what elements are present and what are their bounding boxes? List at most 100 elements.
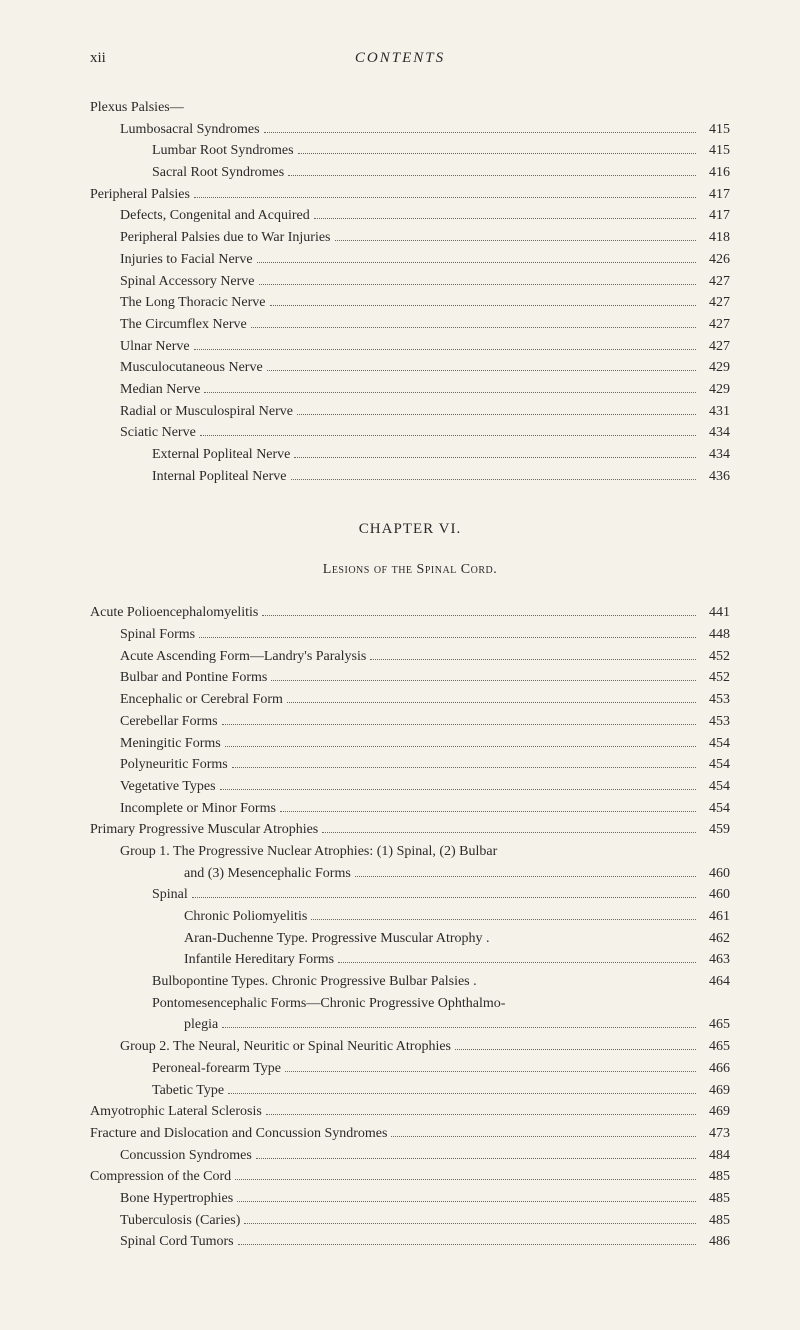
toc-page-number: 460 xyxy=(700,863,730,885)
toc-leader-dots xyxy=(297,414,696,415)
toc-leader-dots xyxy=(391,1136,696,1137)
toc-line: Lumbar Root Syndromes415 xyxy=(90,140,730,162)
toc-page-number: 434 xyxy=(700,422,730,444)
toc-leader-dots xyxy=(200,435,696,436)
toc-page-number: 464 xyxy=(700,971,730,993)
toc-line: Spinal Accessory Nerve427 xyxy=(90,271,730,293)
toc-page-number: 427 xyxy=(700,292,730,314)
toc-leader-dots xyxy=(294,457,696,458)
toc-label: Acute Ascending Form—Landry's Paralysis xyxy=(120,646,366,668)
toc-line: Incomplete or Minor Forms454 xyxy=(90,798,730,820)
toc-page-number: 436 xyxy=(700,466,730,488)
toc-page-number: 485 xyxy=(700,1210,730,1232)
toc-line: Aran-Duchenne Type. Progressive Muscular… xyxy=(90,928,730,950)
toc-line: Primary Progressive Muscular Atrophies45… xyxy=(90,819,730,841)
toc-label: Amyotrophic Lateral Sclerosis xyxy=(90,1101,262,1123)
running-title: CONTENTS xyxy=(355,50,445,67)
toc-line: Bone Hypertrophies485 xyxy=(90,1188,730,1210)
toc-leader-dots xyxy=(314,218,696,219)
toc-label: Meningitic Forms xyxy=(120,733,221,755)
toc-label: Spinal Cord Tumors xyxy=(120,1231,234,1253)
toc-line: Defects, Congenital and Acquired417 xyxy=(90,205,730,227)
toc-page-number: 452 xyxy=(700,667,730,689)
toc-line: Ulnar Nerve427 xyxy=(90,336,730,358)
toc-page-number: 448 xyxy=(700,624,730,646)
toc-leader-dots xyxy=(237,1201,696,1202)
toc-label: Vegetative Types xyxy=(120,776,216,798)
toc-leader-dots xyxy=(311,919,696,920)
toc-leader-dots xyxy=(232,767,696,768)
toc-label: Defects, Congenital and Acquired xyxy=(120,205,310,227)
toc-label: Group 2. The Neural, Neuritic or Spinal … xyxy=(120,1036,451,1058)
toc-leader-dots xyxy=(266,1114,696,1115)
toc-leader-dots xyxy=(285,1071,696,1072)
toc-leader-dots xyxy=(225,746,696,747)
toc-line: Spinal460 xyxy=(90,884,730,906)
toc-leader-dots xyxy=(199,637,696,638)
toc-line: Meningitic Forms454 xyxy=(90,733,730,755)
toc-leader-dots xyxy=(271,680,696,681)
toc-label: Spinal Accessory Nerve xyxy=(120,271,255,293)
toc-line: Bulbar and Pontine Forms 452 xyxy=(90,667,730,689)
toc-page-number: 454 xyxy=(700,776,730,798)
toc-leader-dots xyxy=(335,240,696,241)
toc-page-number: 427 xyxy=(700,314,730,336)
toc-line: Sacral Root Syndromes416 xyxy=(90,162,730,184)
toc-section-2: Acute Polioencephalomyelitis441Spinal Fo… xyxy=(90,602,730,1253)
toc-line: Chronic Poliomyelitis 461 xyxy=(90,906,730,928)
toc-label: Chronic Poliomyelitis xyxy=(184,906,307,928)
toc-line: Peroneal-forearm Type466 xyxy=(90,1058,730,1080)
toc-label: Bulbar and Pontine Forms xyxy=(120,667,267,689)
toc-leader-dots xyxy=(238,1244,696,1245)
toc-line: Peripheral Palsies due to War Injuries41… xyxy=(90,227,730,249)
toc-leader-dots xyxy=(455,1049,696,1050)
toc-leader-dots xyxy=(222,724,696,725)
toc-line: The Circumflex Nerve427 xyxy=(90,314,730,336)
toc-page-number: 429 xyxy=(700,379,730,401)
toc-page-number: 469 xyxy=(700,1080,730,1102)
toc-line: Concussion Syndromes484 xyxy=(90,1145,730,1167)
toc-label: plegia xyxy=(184,1014,218,1036)
toc-page-number: 452 xyxy=(700,646,730,668)
toc-line: Infantile Hereditary Forms463 xyxy=(90,949,730,971)
toc-label: Lumbar Root Syndromes xyxy=(152,140,294,162)
toc-label: Tuberculosis (Caries) xyxy=(120,1210,240,1232)
toc-line: Fracture and Dislocation and Concussion … xyxy=(90,1123,730,1145)
toc-leader-dots xyxy=(251,327,696,328)
toc-page-number: 418 xyxy=(700,227,730,249)
toc-leader-dots xyxy=(370,659,696,660)
toc-label: Sacral Root Syndromes xyxy=(152,162,284,184)
toc-line: Encephalic or Cerebral Form453 xyxy=(90,689,730,711)
toc-leader-dots xyxy=(192,897,696,898)
toc-label: Pontomesencephalic Forms—Chronic Progres… xyxy=(152,993,505,1015)
toc-line: Musculocutaneous Nerve429 xyxy=(90,357,730,379)
toc-label: Lumbosacral Syndromes xyxy=(120,119,260,141)
toc-label: Ulnar Nerve xyxy=(120,336,190,358)
toc-page-number: 465 xyxy=(700,1036,730,1058)
toc-line: Compression of the Cord485 xyxy=(90,1166,730,1188)
toc-label: Bone Hypertrophies xyxy=(120,1188,233,1210)
toc-leader-dots xyxy=(244,1223,696,1224)
toc-leader-dots xyxy=(222,1027,696,1028)
toc-label: Primary Progressive Muscular Atrophies xyxy=(90,819,318,841)
toc-line: Cerebellar Forms 453 xyxy=(90,711,730,733)
toc-leader-dots xyxy=(235,1179,696,1180)
toc-leader-dots xyxy=(338,962,696,963)
toc-leader-dots xyxy=(262,615,696,616)
section-header: Plexus Palsies— xyxy=(90,97,730,119)
toc-page-number: 453 xyxy=(700,711,730,733)
toc-page-number: 461 xyxy=(700,906,730,928)
toc-line: Pontomesencephalic Forms—Chronic Progres… xyxy=(90,993,730,1015)
toc-line: Lumbosacral Syndromes415 xyxy=(90,119,730,141)
chapter-heading: CHAPTER VI. xyxy=(90,521,730,538)
page-number: xii xyxy=(90,50,106,67)
toc-label: Encephalic or Cerebral Form xyxy=(120,689,283,711)
toc-label: Cerebellar Forms xyxy=(120,711,218,733)
toc-line: Radial or Musculospiral Nerve431 xyxy=(90,401,730,423)
toc-label: Peroneal-forearm Type xyxy=(152,1058,281,1080)
section-header-label: Plexus Palsies— xyxy=(90,97,184,119)
toc-line: Spinal Cord Tumors486 xyxy=(90,1231,730,1253)
toc-page-number: 460 xyxy=(700,884,730,906)
toc-label: The Long Thoracic Nerve xyxy=(120,292,266,314)
toc-page-number: 429 xyxy=(700,357,730,379)
